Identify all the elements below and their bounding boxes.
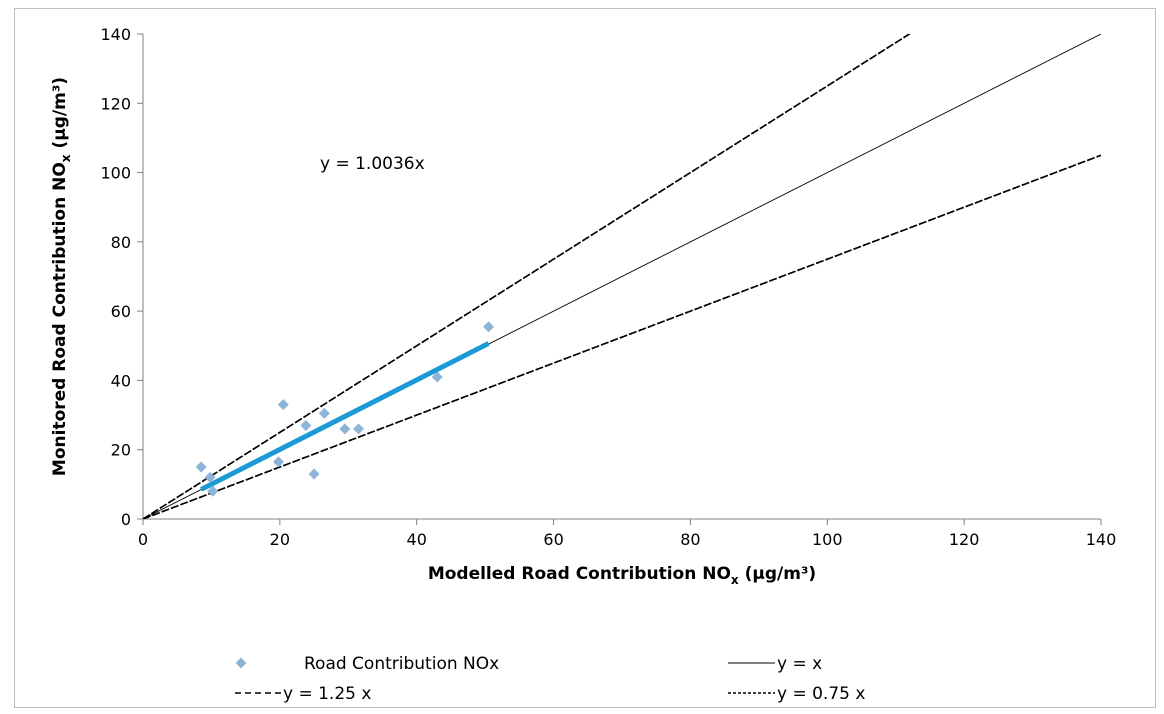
data-point: [277, 399, 289, 411]
data-point: [318, 407, 330, 419]
x-tick-label: 100: [812, 530, 843, 549]
x-tick-label: 140: [1086, 530, 1117, 549]
x-axis-title-sub: x: [731, 573, 739, 587]
y-tick-label: 20: [111, 441, 131, 460]
data-point: [431, 371, 443, 383]
data-point: [353, 423, 365, 435]
data-point: [339, 423, 351, 435]
y-tick-label: 120: [100, 94, 131, 113]
y-tick-label: 140: [100, 25, 131, 44]
reference-lines: [143, 34, 1101, 519]
x-tick-label: 60: [543, 530, 563, 549]
y-axis-title-sub: x: [59, 154, 73, 162]
reference-line-slope-1-25: [143, 34, 911, 519]
x-tick-label: 120: [949, 530, 980, 549]
reference-line-slope-1-25: [143, 34, 911, 519]
trendline-equation: y = 1.0036x: [320, 154, 425, 174]
y-axis-title: Monitored Road Contribution NOx (µg/m³): [50, 77, 73, 476]
y-tick-label: 0: [121, 510, 131, 529]
y-axis-title-main: Monitored Road Contribution NO: [50, 162, 70, 476]
chart-frame: 0 20 40 60 80 100 120 140 0 20 40 60 80 100 120 140 Mode…: [14, 8, 1156, 708]
data-point: [204, 471, 216, 483]
legend-label: y = 1.25 x: [283, 684, 371, 704]
legend-label: y = x: [777, 654, 822, 674]
legend-label: Road Contribution NOx: [304, 654, 499, 674]
y-tick-label: 80: [111, 233, 131, 252]
y-tick-label: 60: [111, 302, 131, 321]
data-point: [300, 419, 312, 431]
legend-label: y = 0.75 x: [777, 684, 865, 704]
data-point: [207, 485, 219, 497]
x-tick-label: 40: [407, 530, 427, 549]
trend-line: [200, 341, 490, 492]
x-tick-label: 20: [270, 530, 290, 549]
x-tick-label: 0: [138, 530, 148, 549]
data-point: [308, 468, 320, 480]
data-point: [272, 456, 284, 468]
x-tick-label: 80: [680, 530, 700, 549]
legend-marker-diamond: [235, 657, 247, 669]
x-axis-title: Modelled Road Contribution NOx (µg/m³): [428, 564, 816, 587]
reference-line-slope-0-75: [143, 154, 1101, 519]
y-axis-title-unit: (µg/m³): [50, 77, 70, 155]
y-tick-label: 40: [111, 371, 131, 390]
y-tick-label: 100: [100, 164, 131, 183]
chart: 0 20 40 60 80 100 120 140 0 20 40 60 80 100 120 140 Mode…: [50, 25, 1117, 704]
data-point: [483, 321, 495, 333]
x-axis-title-main: Modelled Road Contribution NO: [428, 564, 731, 584]
legend: Road Contribution NOx y = x y = 1.25 x y = …: [235, 654, 865, 704]
data-point: [195, 461, 207, 473]
x-axis-title-unit: (µg/m³): [739, 564, 817, 584]
